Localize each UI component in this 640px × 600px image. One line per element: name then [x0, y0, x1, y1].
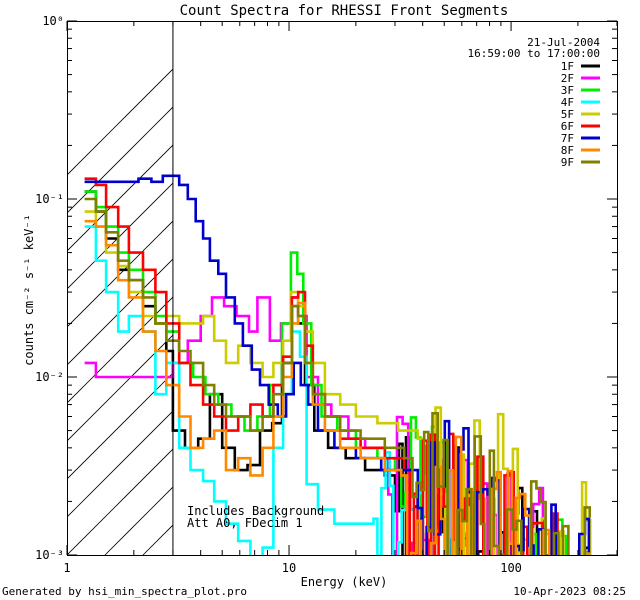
legend-label: 8F: [561, 144, 574, 157]
legend-label: 1F: [561, 60, 574, 73]
series-line-5f: [84, 210, 592, 556]
chart-title: Count Spectra for RHESSI Front Segments: [180, 3, 509, 19]
series-line-4f: [84, 225, 524, 556]
hatch-line: [67, 448, 173, 555]
y-tick-label: 10⁻³: [35, 548, 64, 562]
y-tick-label: 10⁻¹: [35, 192, 64, 206]
legend-label: 4F: [561, 96, 574, 109]
x-tick-label: 10: [282, 561, 296, 575]
hatch-line: [67, 182, 173, 290]
excluded-region-hatch: [67, 21, 640, 555]
legend-label: 6F: [561, 120, 574, 133]
legend-label: 2F: [561, 72, 574, 85]
legend-label: 5F: [561, 108, 574, 121]
annotation-date: 21-Jul-2004: [527, 36, 600, 49]
hatch-line: [67, 220, 173, 328]
hatch-line: [67, 258, 173, 366]
y-axis-label: counts cm⁻² s⁻¹ keV⁻¹: [22, 214, 36, 366]
x-tick-label: 1: [63, 561, 70, 575]
plot-frame: [67, 21, 618, 556]
series-layer: [84, 174, 592, 556]
hatch-line: [67, 372, 173, 480]
x-axis-label: Energy (keV): [301, 575, 388, 589]
hatch-line: [67, 334, 173, 442]
legend-label: 7F: [561, 132, 574, 145]
hatch-line: [67, 106, 173, 214]
legend-label: 3F: [561, 84, 574, 97]
legend-label: 9F: [561, 156, 574, 169]
hatch-line: [67, 410, 173, 518]
series-line-8f: [84, 219, 590, 556]
y-tick-label: 10⁻²: [35, 370, 64, 384]
annotation-time-range: 16:59:00 to 17:00:00: [468, 47, 600, 60]
attenuator-note: Att A0, FDecim 1: [187, 516, 303, 530]
background-note: Includes Background: [187, 504, 324, 518]
footer-generated-by: Generated by hsi_min_spectra_plot.pro: [2, 585, 247, 598]
footer-timestamp: 10-Apr-2023 08:25: [513, 585, 626, 598]
hatch-line: [104, 486, 173, 555]
hatch-line: [67, 68, 173, 176]
x-tick-label: 100: [500, 561, 522, 575]
y-tick-label: 10⁰: [42, 14, 64, 28]
axis-ticks: 1 10 100 10⁰ 10⁻¹ 10⁻² 10⁻³: [35, 14, 618, 575]
hatch-line: [599, 21, 640, 555]
series-line-9f: [84, 197, 591, 556]
